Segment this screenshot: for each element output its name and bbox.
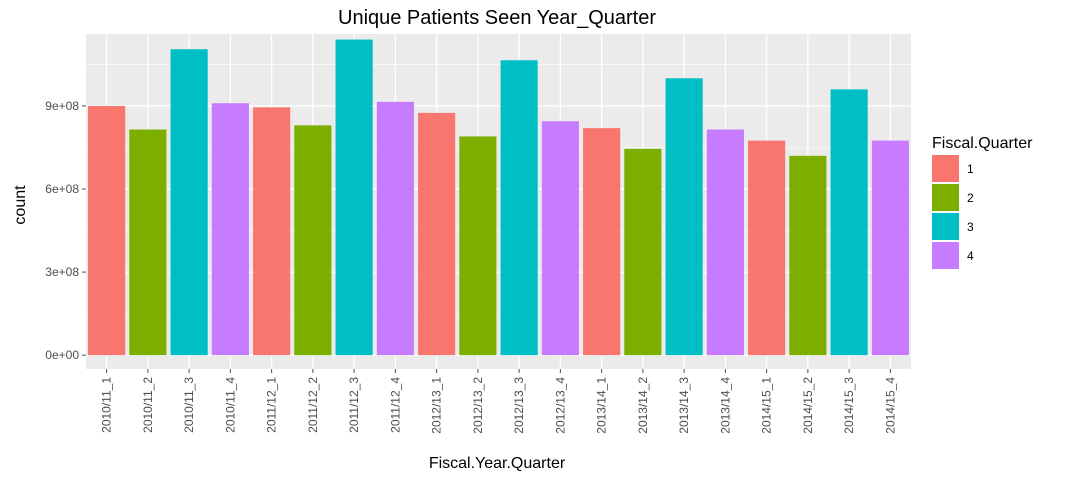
x-axis-title: Fiscal.Year.Quarter [429,455,566,472]
bar [376,101,414,356]
bar [871,140,909,356]
x-tick-label: 2013/14_3 [677,377,691,434]
x-tick-label: 2014/15_2 [801,377,815,434]
bar [211,103,249,356]
y-tick-label: 9e+08 [45,99,79,113]
legend-key [932,155,959,182]
legend-key [932,242,959,269]
bar [706,129,744,356]
x-tick-label: 2010/11_4 [223,377,237,433]
bar [583,128,621,356]
plot-panel [86,34,911,369]
bar [294,125,332,356]
x-tick-label: 2010/11_1 [100,377,114,433]
y-tick-label: 6e+08 [45,182,79,196]
x-tick-label: 2013/14_2 [636,377,650,434]
y-axis-title: count [12,185,29,225]
bar [418,112,456,356]
legend-label: 4 [967,249,974,263]
bar [253,107,291,356]
bar [830,89,868,356]
x-tick-label: 2011/12_3 [347,377,361,433]
x-tick-label: 2011/12_2 [306,377,320,433]
x-tick-label: 2014/15_1 [760,377,774,434]
x-tick-label: 2012/13_3 [512,377,526,434]
bar [748,140,786,356]
x-tick-label: 2014/15_4 [883,377,897,434]
bar [170,49,208,356]
legend-label: 3 [967,220,974,234]
x-tick-label: 2012/13_1 [430,377,444,434]
x-tick-label: 2011/12_1 [265,377,279,433]
y-tick-label: 0e+00 [45,348,79,362]
legend-key [932,213,959,240]
x-tick-label: 2010/11_2 [141,377,155,433]
x-tick-label: 2010/11_3 [182,377,196,433]
x-tick-label: 2012/13_2 [471,377,485,434]
x-tick-label: 2014/15_3 [842,377,856,434]
y-tick-label: 3e+08 [45,265,79,279]
legend-title: Fiscal.Quarter [932,135,1033,152]
panel-background [86,34,911,369]
bar [459,136,497,356]
bar [335,39,373,356]
x-tick-label: 2013/14_4 [718,377,732,434]
bar [500,60,538,356]
bar [88,105,126,356]
bars [88,39,909,356]
legend-key [932,184,959,211]
bar [129,129,167,356]
bar [665,78,703,356]
bar [624,148,662,356]
bar [541,121,579,356]
x-axis: 2010/11_1 2010/11_2 2010/11_3 2010/11_4 2011… [100,369,897,434]
legend-label: 1 [967,162,974,176]
x-tick-label: 2013/14_1 [595,377,609,434]
legend: Fiscal.Quarter 1 2 3 4 [932,135,1033,269]
y-axis: 0e+00 3e+08 6e+08 9e+08 [45,99,86,362]
chart-title: Unique Patients Seen Year_Quarter [338,7,656,29]
legend-label: 2 [967,191,974,205]
bar [789,155,827,356]
x-tick-label: 2011/12_4 [388,377,402,433]
x-tick-label: 2012/13_4 [553,377,567,434]
